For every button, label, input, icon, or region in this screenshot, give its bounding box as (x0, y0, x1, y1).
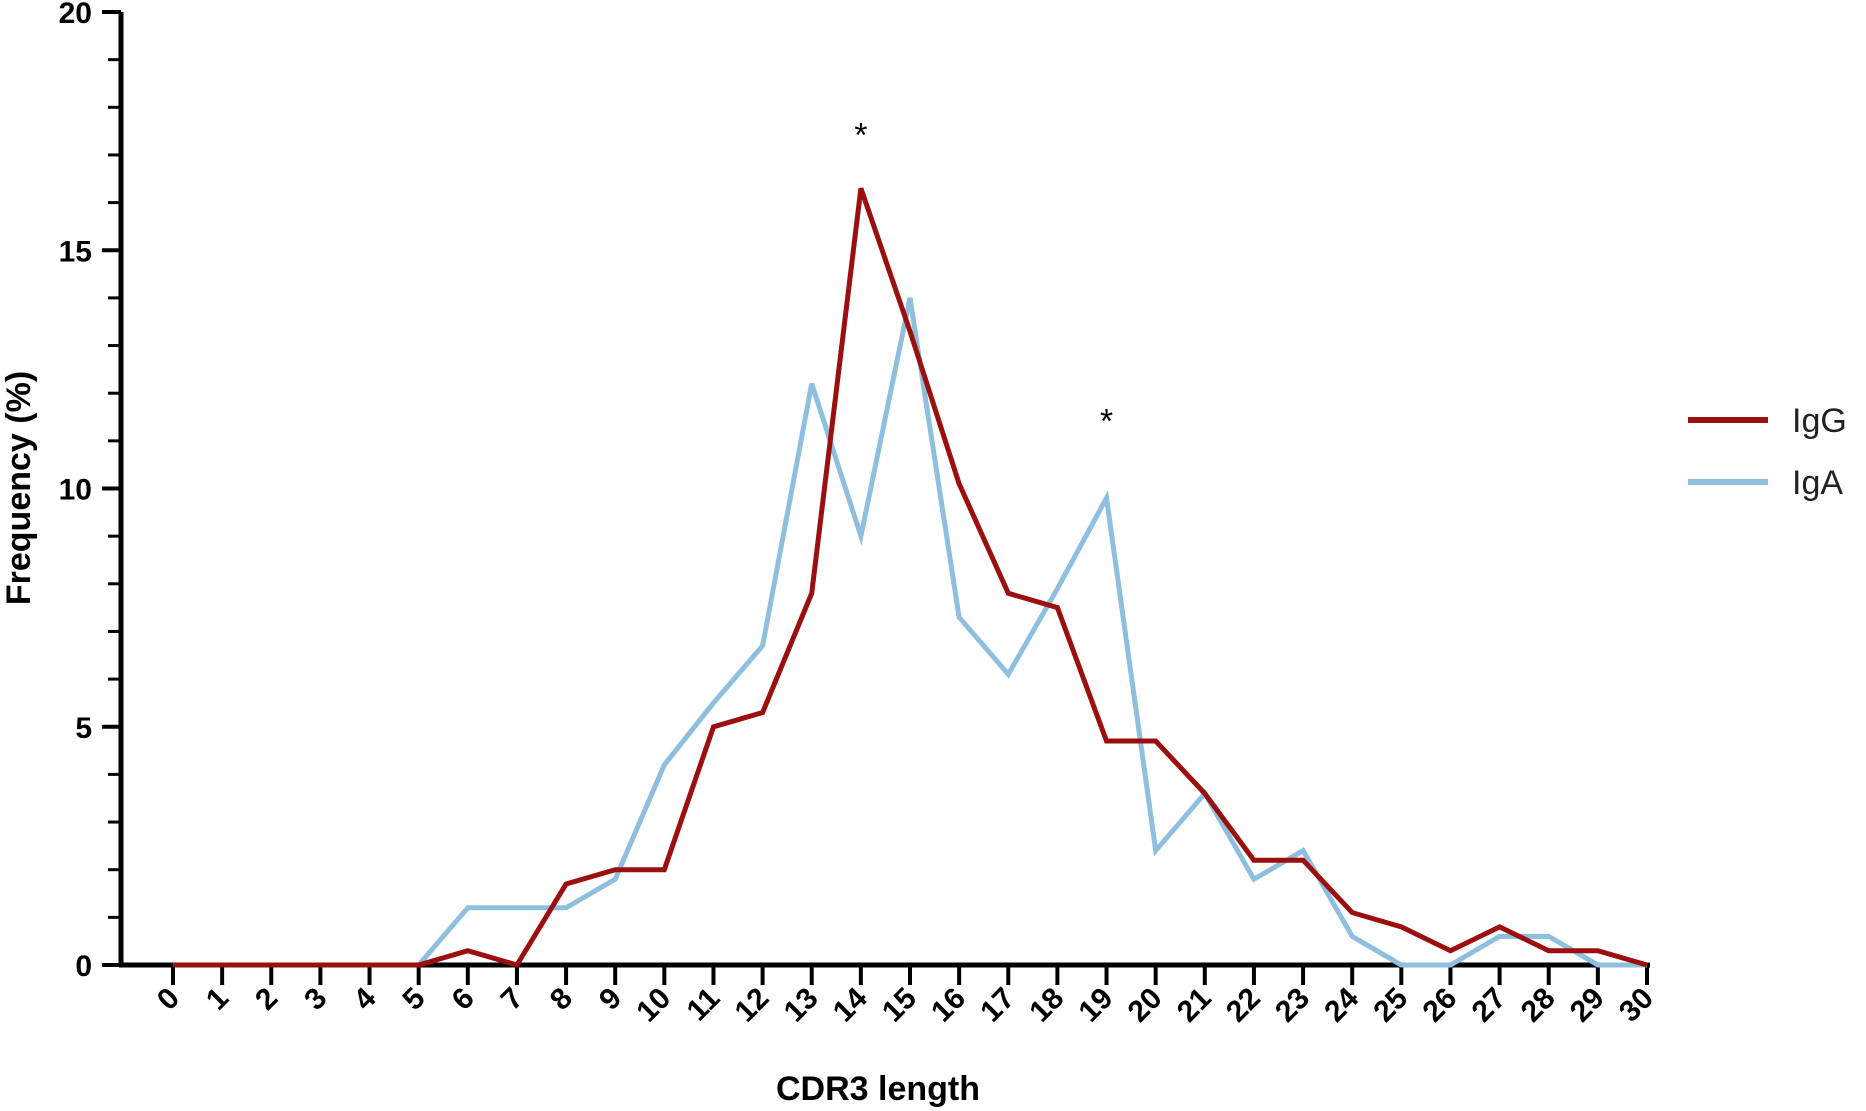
x-tick-label: 23 (1269, 982, 1316, 1029)
x-tick-label: 1 (200, 982, 235, 1017)
significance-marker: * (854, 116, 867, 154)
plot-area (173, 187, 1648, 968)
y-tick-label: 5 (75, 712, 92, 745)
x-tick-label: 10 (630, 982, 677, 1029)
x-tick-label: 15 (876, 982, 923, 1029)
x-tick-label: 14 (827, 981, 874, 1028)
x-tick-label: 13 (778, 982, 825, 1029)
x-tick-label: 26 (1416, 982, 1463, 1029)
y-tick-label: 15 (59, 235, 92, 268)
x-tick-label: 22 (1220, 982, 1267, 1029)
y-tick-label: 20 (59, 0, 92, 30)
x-tick-label: 17 (974, 982, 1021, 1029)
y-axis-title: Frequency (%) (0, 371, 38, 605)
y-axis: 0 5 10 15 20 (59, 0, 124, 983)
x-tick-label: 20 (1122, 982, 1169, 1029)
legend-label-iga: IgA (1792, 464, 1843, 502)
x-tick-label: 25 (1367, 982, 1414, 1029)
series-line-igg (173, 187, 1648, 968)
x-tick-label: 21 (1171, 982, 1218, 1029)
legend: IgG IgA (1688, 402, 1847, 502)
x-tick-label: 3 (298, 982, 333, 1017)
legend-label-igg: IgG (1792, 402, 1847, 440)
x-tick-label: 7 (495, 982, 530, 1017)
x-tick-label: 29 (1564, 982, 1611, 1029)
annotations: ** (854, 116, 1113, 440)
x-tick-label: 8 (544, 982, 579, 1017)
x-tick-label: 12 (729, 982, 776, 1029)
x-tick-label: 27 (1466, 982, 1513, 1029)
x-tick-label: 28 (1515, 982, 1562, 1029)
x-tick-label: 11 (681, 982, 727, 1028)
series-line-iga (173, 297, 1647, 968)
x-tick-label: 18 (1023, 982, 1070, 1029)
x-tick-label: 30 (1613, 982, 1660, 1029)
y-tick-label: 10 (59, 474, 92, 507)
x-tick-label: 5 (396, 982, 431, 1017)
x-tick-label: 6 (446, 982, 481, 1017)
x-tick-label: 4 (347, 981, 382, 1016)
x-tick-label: 16 (925, 982, 972, 1029)
y-tick-label: 0 (75, 950, 92, 983)
x-tick-label: 9 (593, 982, 628, 1017)
x-tick-label: 24 (1318, 981, 1365, 1028)
x-tick-label: 0 (151, 982, 186, 1017)
x-tick-label: 19 (1073, 982, 1120, 1029)
x-axis: 0 1 2 3 4 5 6 7 8 9 10 11 12 13 14 15 16 17 18 19 20 21 22 23 24… (119, 962, 1660, 1029)
significance-marker: * (1100, 402, 1113, 440)
x-tick-label: 2 (249, 982, 284, 1017)
x-axis-title: CDR3 length (776, 1070, 980, 1108)
